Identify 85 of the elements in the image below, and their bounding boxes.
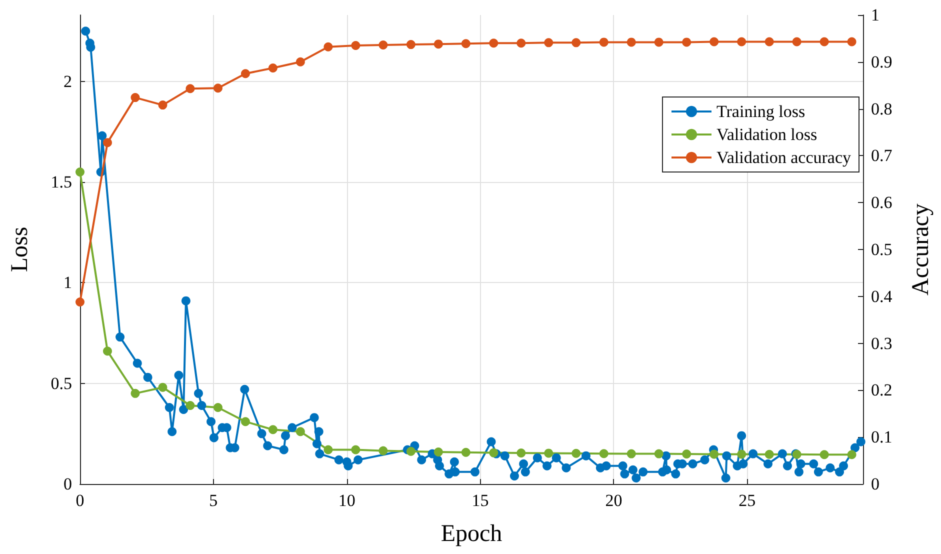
point [626, 449, 636, 458]
y2-tick-label: 0.3 [871, 334, 892, 353]
point [461, 39, 470, 48]
point [820, 37, 829, 46]
y-tick-label: 1 [64, 273, 72, 292]
point [737, 450, 746, 459]
point [296, 427, 305, 436]
y-tick-label: 0 [64, 474, 72, 494]
y2-tick-label: 1 [871, 6, 880, 24]
point [820, 450, 829, 460]
y2-axis-title: Accuracy [908, 204, 934, 296]
point [186, 84, 195, 94]
point [324, 445, 333, 454]
point [572, 448, 581, 458]
point [710, 37, 719, 46]
y2-tick-label: 0.2 [871, 380, 892, 400]
legend-label: Validation loss [716, 125, 818, 144]
point [76, 168, 84, 176]
y2-tick-label: 0.8 [871, 99, 892, 118]
y-tick-label: 2 [64, 72, 72, 91]
x-tick-label: 15 [472, 491, 489, 510]
point [378, 40, 388, 50]
point [406, 446, 416, 456]
point [572, 38, 581, 48]
point [847, 37, 856, 46]
point [130, 388, 140, 398]
point [461, 448, 470, 457]
y2-tick-label: 0.6 [871, 193, 892, 212]
x-tick-label: 0 [76, 491, 84, 510]
point [130, 93, 140, 102]
x-tick-label: 5 [209, 491, 218, 510]
y2-tick-label: 0.4 [871, 286, 893, 306]
point [682, 38, 692, 47]
point [599, 38, 608, 47]
legend-label: Validation accuracy [716, 148, 852, 167]
point [434, 447, 443, 456]
point [516, 448, 526, 458]
point [847, 450, 856, 460]
point [764, 37, 774, 46]
point [516, 38, 526, 48]
point [544, 448, 554, 458]
point [682, 450, 692, 459]
point [434, 40, 443, 49]
point [792, 37, 802, 46]
x-tick-label: 25 [738, 491, 756, 510]
point [240, 69, 250, 78]
point [102, 346, 112, 356]
point [102, 138, 112, 148]
y-tick-label: 1.5 [50, 172, 72, 192]
point [324, 42, 333, 52]
point [489, 38, 498, 48]
y2-tick-label: 0 [871, 474, 880, 494]
x-axis-title: Epoch [440, 521, 502, 547]
point [489, 448, 498, 458]
point [158, 382, 168, 392]
point [378, 446, 388, 456]
y2-tick-label: 0.7 [871, 146, 893, 166]
x-tick-label: 10 [338, 491, 356, 510]
x-tick-label: 20 [605, 491, 622, 510]
point [710, 450, 719, 459]
y2-tick-label: 0.5 [871, 240, 892, 259]
legend-label: Training loss [716, 102, 806, 121]
point [654, 38, 664, 47]
point [213, 403, 222, 412]
point [186, 401, 195, 410]
point [764, 450, 774, 459]
point [599, 449, 608, 458]
point [268, 64, 278, 72]
point [406, 40, 416, 50]
point [296, 57, 305, 66]
point [213, 84, 222, 93]
point [351, 445, 360, 454]
point [737, 37, 746, 46]
point [158, 100, 168, 110]
point [654, 449, 664, 458]
point [626, 38, 636, 47]
y-tick-label: 0.5 [50, 374, 72, 393]
point [240, 417, 250, 426]
point [76, 298, 84, 307]
point [351, 40, 360, 50]
point [268, 425, 278, 434]
y-axis-title: Loss [7, 226, 33, 272]
point [544, 38, 554, 48]
y2-tick-label: 0.9 [871, 52, 892, 72]
y2-tick-label: 0.1 [871, 428, 892, 447]
